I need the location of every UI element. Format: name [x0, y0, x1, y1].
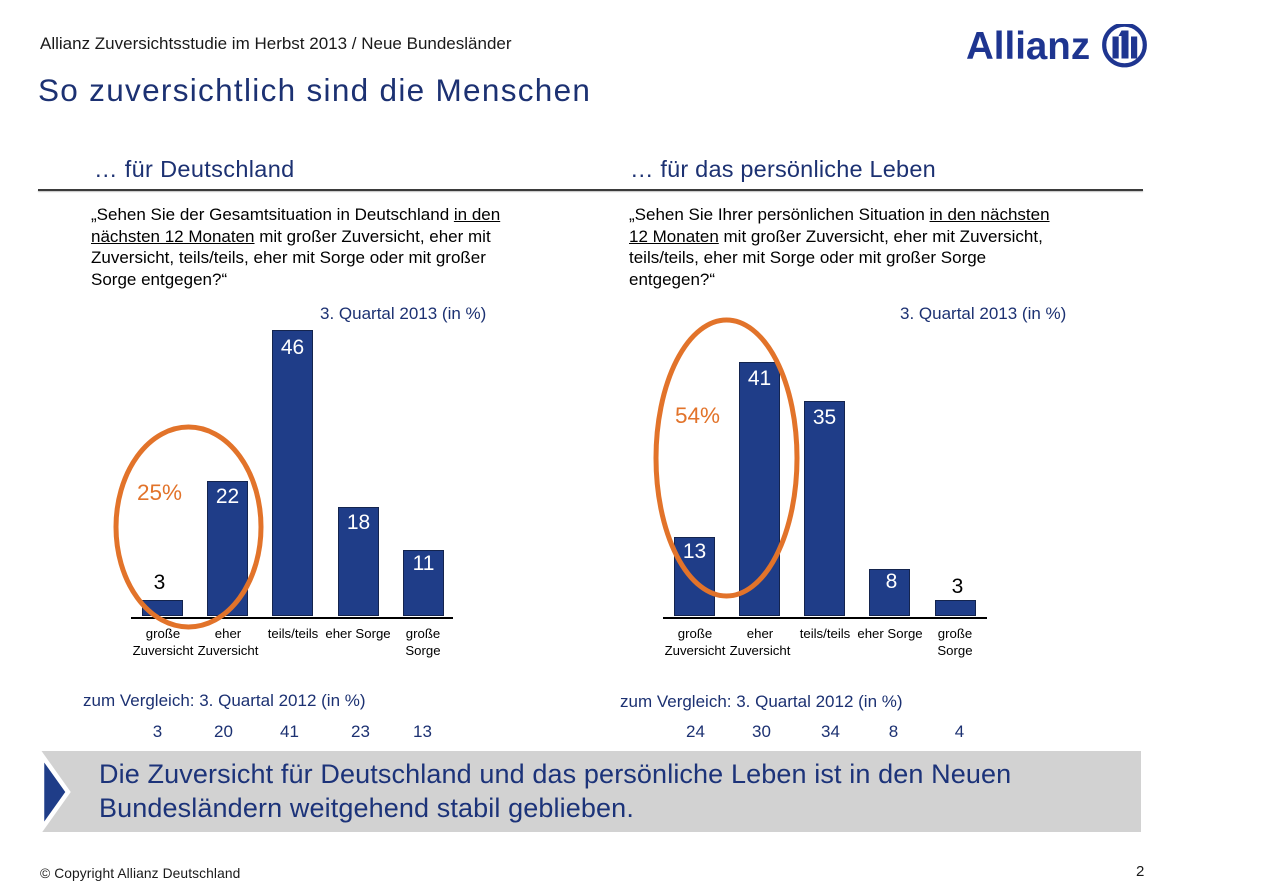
svg-text:Allianz: Allianz — [966, 25, 1090, 68]
